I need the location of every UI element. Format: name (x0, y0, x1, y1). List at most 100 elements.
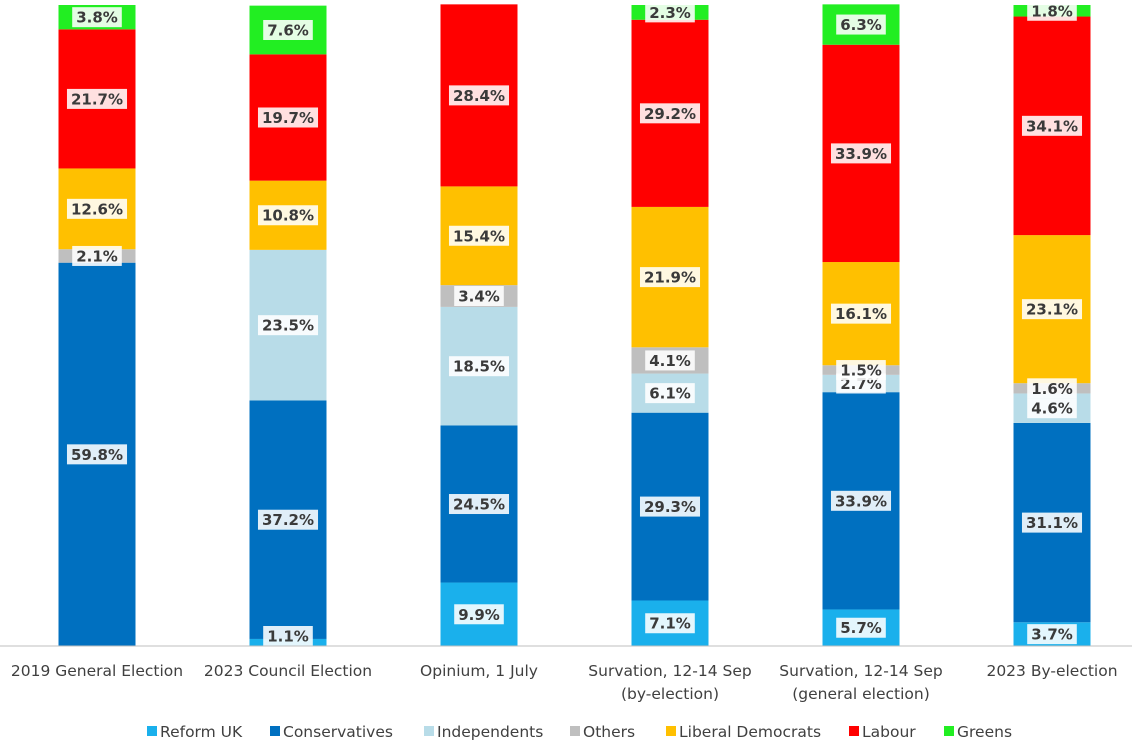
data-label-bg-independents-4 (645, 383, 695, 404)
legend-swatch-labour (849, 726, 859, 736)
data-label-bg-liberal-democrats-6 (1021, 299, 1083, 320)
legend-swatch-reform-uk (147, 726, 157, 736)
data-label-bg-independents-3 (448, 356, 510, 377)
data-label-bg-others-6 (1027, 378, 1077, 399)
data-label-liberal-democrats-3: 15.4% (453, 227, 505, 245)
data-label-bg-greens-1 (72, 7, 122, 28)
data-label-bg-conservatives-2 (257, 509, 319, 530)
legend-swatch-greens (944, 726, 954, 736)
data-label-bg-reform-uk-6 (1027, 624, 1077, 645)
data-label-greens-5: 6.3% (840, 16, 882, 34)
data-label-independents-3: 18.5% (453, 358, 505, 376)
x-tick-label-3: Opinium, 1 July (420, 662, 538, 680)
data-label-conservatives-5: 33.9% (835, 492, 887, 510)
data-label-reform-uk-5: 5.7% (840, 619, 882, 637)
data-label-conservatives-1: 59.8% (71, 446, 123, 464)
data-label-others-1: 2.1% (76, 247, 118, 265)
data-label-bg-liberal-democrats-3 (448, 225, 510, 246)
legend-swatch-liberal-democrats (666, 726, 676, 736)
data-label-reform-uk-6: 3.7% (1031, 626, 1073, 644)
data-label-bg-conservatives-6 (1021, 512, 1083, 533)
data-label-bg-conservatives-1 (66, 444, 128, 465)
data-label-liberal-democrats-5: 16.1% (835, 305, 887, 323)
data-label-bg-labour-5 (830, 143, 892, 164)
data-label-liberal-democrats-6: 23.1% (1026, 301, 1078, 319)
data-label-bg-reform-uk-5 (836, 617, 886, 638)
data-label-bg-others-1 (72, 245, 122, 266)
legend-label-greens: Greens (957, 723, 1012, 741)
x-axis-labels-group: 2019 General Election 2023 Council Electi… (11, 662, 1118, 703)
data-label-bg-liberal-democrats-5 (830, 303, 892, 324)
data-label-bg-greens-6 (1027, 0, 1077, 21)
legend-label-reform-uk: Reform UK (160, 723, 243, 741)
data-label-greens-4: 2.3% (649, 4, 691, 22)
data-label-bg-labour-2 (257, 107, 319, 128)
data-label-bg-conservatives-5 (830, 490, 892, 511)
legend-label-others: Others (583, 723, 635, 741)
data-label-bg-greens-4 (645, 2, 695, 23)
data-label-bg-greens-5 (836, 14, 886, 35)
data-label-bg-independents-2 (257, 315, 319, 336)
legend-label-independents: Independents (437, 723, 543, 741)
data-label-bg-labour-4 (639, 103, 701, 124)
legend-swatch-independents (424, 726, 434, 736)
legend-swatch-conservatives (270, 726, 280, 736)
data-label-liberal-democrats-1: 12.6% (71, 200, 123, 218)
data-label-labour-1: 21.7% (71, 90, 123, 108)
data-label-bg-others-5 (836, 360, 886, 381)
data-label-bg-others-4 (645, 350, 695, 371)
data-label-others-6: 1.6% (1031, 380, 1073, 398)
data-label-labour-3: 28.4% (453, 87, 505, 105)
data-label-labour-2: 19.7% (262, 109, 314, 127)
data-label-conservatives-2: 37.2% (262, 511, 314, 529)
data-label-bg-labour-3 (448, 85, 510, 106)
data-label-bg-liberal-democrats-2 (257, 205, 319, 226)
legend-label-conservatives: Conservatives (283, 723, 393, 741)
x-tick-label-4-line-2: (by-election) (621, 685, 719, 703)
data-label-greens-6: 1.8% (1031, 2, 1073, 20)
data-label-bg-greens-2 (263, 19, 313, 40)
legend-label-liberal-democrats: Liberal Democrats (679, 723, 821, 741)
data-label-others-4: 4.1% (649, 352, 691, 370)
data-label-bg-reform-uk-4 (645, 613, 695, 634)
x-tick-label-5-line-1: Survation, 12-14 Sep (779, 662, 942, 680)
data-label-bg-liberal-democrats-4 (639, 267, 701, 288)
data-label-bg-liberal-democrats-1 (66, 198, 128, 219)
data-label-reform-uk-2: 1.1% (267, 628, 309, 646)
data-label-bg-labour-6 (1021, 115, 1083, 136)
data-label-bg-independents-6 (1027, 398, 1077, 419)
data-label-reform-uk-4: 7.1% (649, 615, 691, 633)
data-label-bg-conservatives-3 (448, 494, 510, 515)
data-label-greens-2: 7.6% (267, 21, 309, 39)
data-label-bg-others-3 (454, 286, 504, 307)
x-tick-label-2: 2023 Council Election (204, 662, 372, 680)
data-label-others-5: 1.5% (840, 362, 882, 380)
data-label-others-3: 3.4% (458, 288, 500, 306)
data-label-bg-reform-uk-3 (454, 604, 504, 625)
data-label-liberal-democrats-2: 10.8% (262, 207, 314, 225)
data-label-independents-2: 23.5% (262, 317, 314, 335)
data-label-labour-5: 33.9% (835, 145, 887, 163)
data-label-independents-4: 6.1% (649, 385, 691, 403)
data-label-conservatives-4: 29.3% (644, 498, 696, 516)
data-label-bg-reform-uk-2 (263, 626, 313, 646)
data-label-reform-uk-3: 9.9% (458, 606, 500, 624)
data-label-conservatives-6: 31.1% (1026, 514, 1078, 532)
bars-group (58, 4, 1091, 646)
x-tick-label-4-line-1: Survation, 12-14 Sep (588, 662, 751, 680)
data-label-bg-labour-1 (66, 88, 128, 109)
legend-swatch-others (570, 726, 580, 736)
data-label-independents-6: 4.6% (1031, 400, 1073, 418)
data-label-labour-4: 29.2% (644, 105, 696, 123)
legend-label-labour: Labour (862, 723, 916, 741)
data-label-liberal-democrats-4: 21.9% (644, 269, 696, 287)
data-label-greens-1: 3.8% (76, 9, 118, 27)
legend: Reform UK Conservatives Independents Others… (147, 723, 1012, 741)
segment-labels-group: 59.8% 2.1% 12.6% 21.7% 3.8% 1.1% 37.2% 23.5% 10.… (66, 0, 1083, 646)
data-label-labour-6: 34.1% (1026, 117, 1078, 135)
data-label-bg-conservatives-4 (639, 496, 701, 517)
data-label-conservatives-3: 24.5% (453, 496, 505, 514)
x-tick-label-6: 2023 By-election (986, 662, 1117, 680)
x-tick-label-1: 2019 General Election (11, 662, 183, 680)
